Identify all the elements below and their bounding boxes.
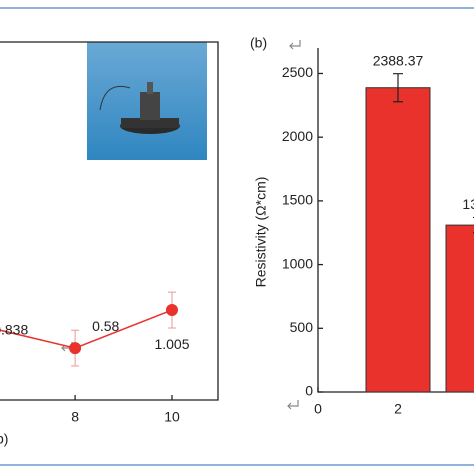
- y-axis-label: Resistivity (Ω*cm): [253, 177, 269, 288]
- bar: [365, 87, 431, 393]
- plot-frame: [0, 41, 219, 401]
- data-point: [69, 342, 82, 355]
- y-tick-label: 0: [305, 383, 313, 399]
- data-point: [165, 304, 178, 317]
- y-tick-label: 1000: [282, 255, 313, 271]
- x-tick-label: 2: [394, 401, 402, 417]
- data-label: 0.58: [92, 318, 119, 334]
- x-tick-label: 8: [71, 409, 79, 425]
- x-tick-label: 0: [314, 401, 322, 417]
- data-label: 1.005: [154, 336, 189, 352]
- y-tick-label: 2500: [282, 64, 313, 80]
- chart-title: (b): [250, 35, 267, 51]
- data-label: 2388.37: [373, 52, 424, 68]
- y-tick-label: 2000: [282, 128, 313, 144]
- error-bar: [393, 73, 403, 103]
- data-label: 0.838: [0, 322, 28, 338]
- y-tick-label: 500: [290, 319, 314, 335]
- data-label: 1310: [462, 196, 474, 212]
- panel-label: b): [0, 431, 8, 447]
- y-tick-label: 1500: [282, 192, 313, 208]
- x-tick-label: 10: [164, 409, 180, 425]
- bar: [445, 224, 474, 393]
- photo-inset: [87, 42, 207, 160]
